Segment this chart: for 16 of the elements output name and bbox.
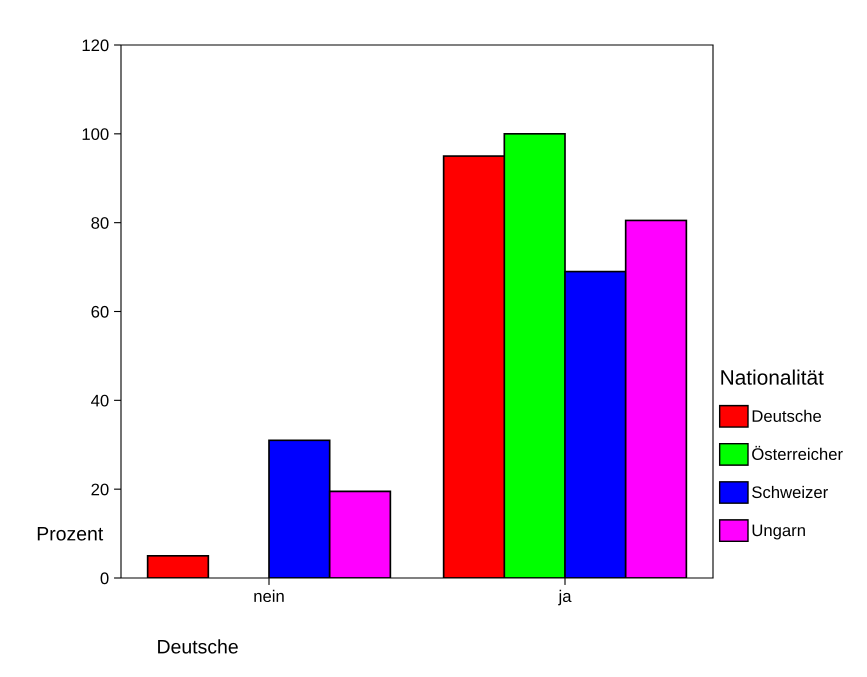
y-axis-title: Prozent: [38, 527, 104, 541]
y-tick-label: 120: [82, 39, 109, 52]
y-tick-label: 40: [91, 394, 109, 407]
legend-label: Ungarn: [752, 524, 805, 540]
legend-label: Schweizer: [752, 486, 828, 498]
y-tick-label: 100: [82, 128, 109, 140]
legend-title: Nationalität: [721, 370, 824, 385]
x-axis-title: Deutsche: [158, 639, 238, 654]
y-tick-label: 60: [92, 306, 109, 318]
y-tick-label: 20: [91, 484, 109, 496]
legend-label: Österreicher: [752, 446, 843, 460]
y-tick-label: 80: [91, 217, 109, 229]
x-tick-label: ja: [558, 590, 572, 606]
y-tick-label: 0: [100, 572, 109, 584]
legend-label: Deutsche: [752, 410, 822, 422]
x-tick-label: nein: [254, 590, 284, 602]
